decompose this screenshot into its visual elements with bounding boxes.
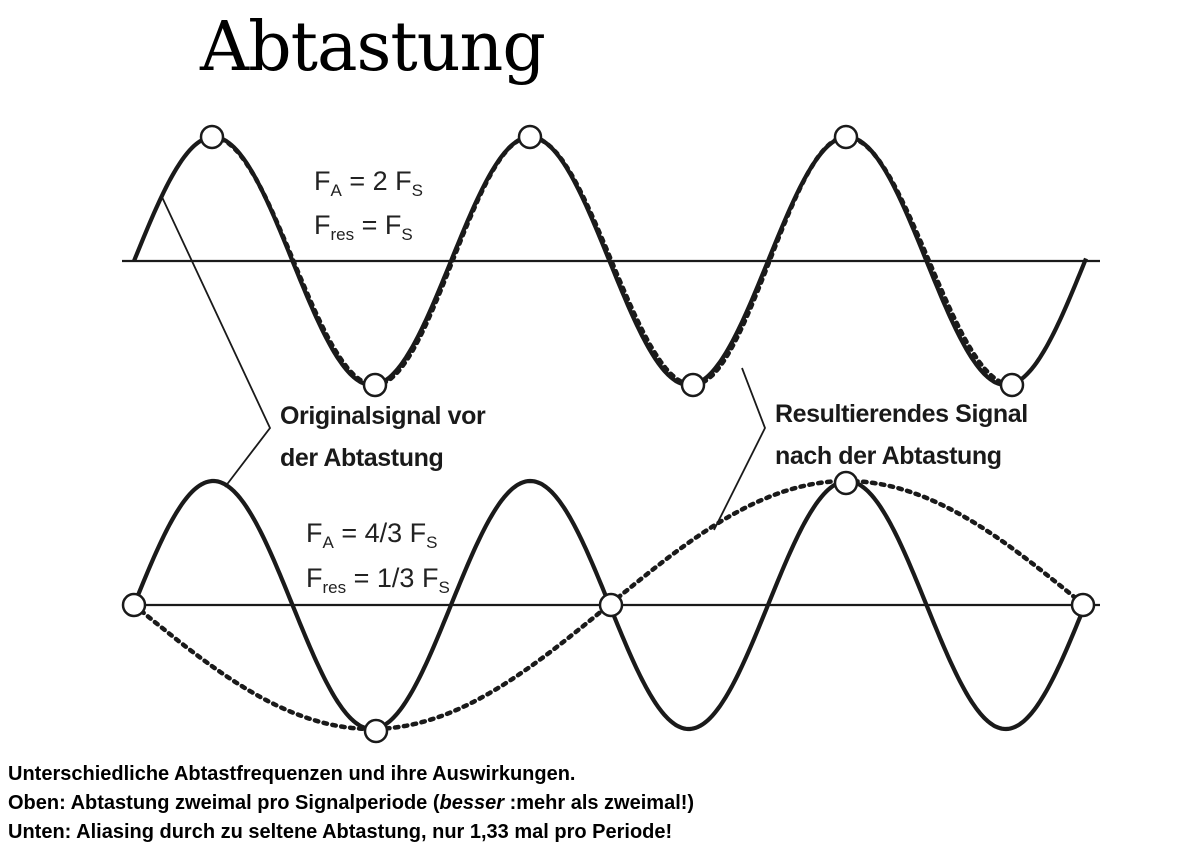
page-title: Abtastung xyxy=(200,8,546,87)
top-sample-point xyxy=(362,372,388,398)
top-sample-point xyxy=(517,124,543,150)
caption-line-2: Oben: Abtastung zweimal pro Signalperiod… xyxy=(8,792,695,814)
bottom-sample-point xyxy=(598,592,624,618)
top-resulting-signal xyxy=(209,134,1015,388)
top-resulting-frequency: Fres = FS xyxy=(314,210,413,244)
bottom-sample-point xyxy=(833,470,859,496)
bottom-sample-point xyxy=(363,718,389,744)
original-signal-leader xyxy=(161,196,272,488)
bottom-sampling-frequency: FA = 4/3 FS xyxy=(306,518,438,552)
bottom-sample-point xyxy=(121,592,147,618)
resulting-signal-label: Resultierendes Signal nach der Abtastung xyxy=(775,400,1028,470)
original-signal-label: Originalsignal vor der Abtastung xyxy=(280,402,486,472)
bottom-sample-points xyxy=(121,470,1096,744)
top-sample-points xyxy=(199,124,1025,398)
bottom-sample-point xyxy=(1070,592,1096,618)
resulting-signal-leader xyxy=(713,367,766,531)
caption-line-3: Unten: Aliasing durch zu seltene Abtastu… xyxy=(8,821,673,843)
caption-line-1: Unterschiedliche Abtastfrequenzen und ih… xyxy=(8,763,576,785)
top-sample-point xyxy=(999,372,1025,398)
top-sample-point xyxy=(199,124,225,150)
top-sampling-frequency: FA = 2 FS xyxy=(314,166,423,200)
top-sample-point xyxy=(833,124,859,150)
figure-caption: Unterschiedliche Abtastfrequenzen und ih… xyxy=(8,760,694,847)
top-sample-point xyxy=(680,372,706,398)
bottom-resulting-frequency: Fres = 1/3 FS xyxy=(306,563,450,597)
waveform-figure xyxy=(121,124,1100,744)
